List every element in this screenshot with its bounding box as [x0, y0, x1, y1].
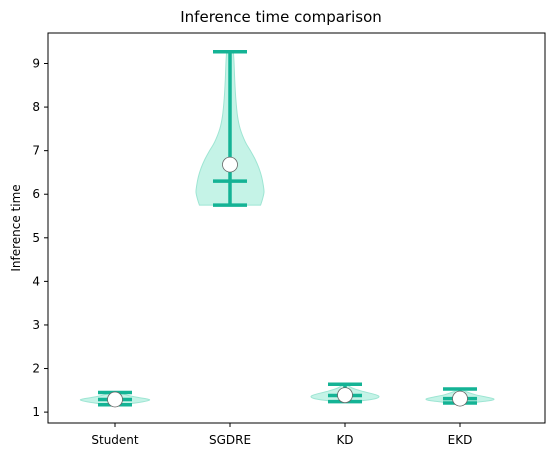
mean-marker-kd: [337, 387, 353, 404]
x-tick-label-sgdre: SGDRE: [209, 433, 251, 447]
y-tick-label-6: 6: [32, 187, 40, 201]
y-tick-label-8: 8: [32, 100, 40, 114]
y-tick-label-4: 4: [32, 274, 40, 288]
y-axis-label: Inference time: [9, 184, 23, 271]
chart-title: Inference time comparison: [180, 8, 382, 26]
y-tick-label-1: 1: [32, 405, 40, 419]
y-tick-label-7: 7: [32, 144, 40, 158]
mean-marker-ekd: [452, 390, 468, 407]
y-tick-label-3: 3: [32, 318, 40, 332]
y-tick-label-2: 2: [32, 362, 40, 376]
mean-marker-sgdre: [222, 156, 238, 173]
mean-marker-student: [107, 391, 123, 408]
y-tick-label-5: 5: [32, 231, 40, 245]
plot-area: Student SGDRE KD EKD 1 2 3 4 5 6 7 8 9: [32, 32, 546, 447]
axes-frame: [47, 32, 546, 424]
y-tick-label-9: 9: [32, 57, 40, 71]
x-tick-label-ekd: EKD: [448, 433, 473, 447]
x-tick-label-student: Student: [91, 433, 139, 447]
x-tick-label-kd: KD: [336, 433, 353, 447]
